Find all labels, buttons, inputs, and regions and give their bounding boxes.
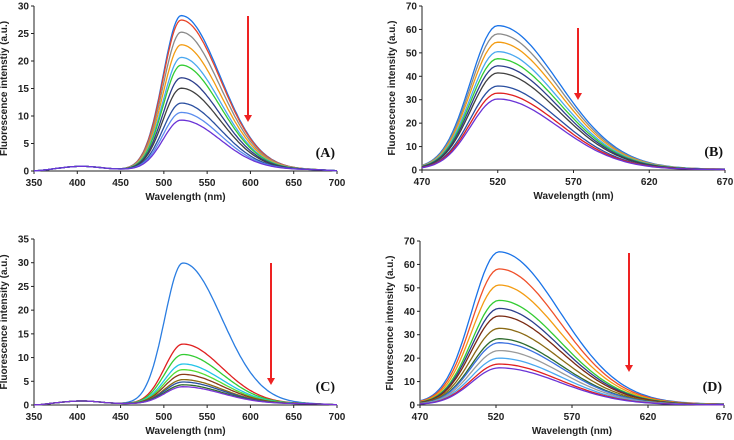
series-line-A-3 xyxy=(33,31,337,172)
y-tick-label: 0 xyxy=(23,401,29,412)
x-tick-label: 520 xyxy=(488,412,505,423)
y-axis-label: Fluorescence intenstiy (a.u.) xyxy=(0,21,10,156)
arrow-head-icon xyxy=(244,115,252,122)
y-tick-label: 0 xyxy=(23,167,29,178)
arrow-head-icon xyxy=(267,378,275,385)
series-line-A-1 xyxy=(33,14,337,172)
arrow-head-icon xyxy=(574,93,582,100)
y-tick-label: 25 xyxy=(18,282,30,293)
series-line-D-1 xyxy=(419,251,724,405)
y-tick-label: 20 xyxy=(18,306,30,317)
series-line-D-12 xyxy=(419,363,724,406)
panel-label: (A) xyxy=(316,146,336,161)
panel-label: (D) xyxy=(703,380,723,395)
x-tick-label: 450 xyxy=(112,178,129,189)
y-tick-label: 10 xyxy=(18,353,30,364)
x-tick-label: 600 xyxy=(242,178,259,189)
y-tick-label: 5 xyxy=(23,377,29,388)
x-axis-label: Wavelength (nm) xyxy=(145,192,225,203)
y-tick-label: 25 xyxy=(18,29,30,40)
y-tick-label: 10 xyxy=(404,377,416,388)
x-tick-label: 550 xyxy=(199,412,216,423)
x-tick-label: 550 xyxy=(199,178,216,189)
y-tick-label: 60 xyxy=(404,260,416,271)
x-tick-label: 350 xyxy=(26,178,43,189)
y-tick-label: 10 xyxy=(18,112,30,123)
y-tick-label: 0 xyxy=(409,401,415,412)
y-tick-label: 60 xyxy=(406,25,418,36)
x-axis-label: Wavelength (nm) xyxy=(145,426,225,437)
y-axis-label: Fluorescence intensity (a.u.) xyxy=(385,255,396,390)
x-axis-label: Wavelength (nm) xyxy=(532,426,612,437)
y-axis-label: Fluorescence intensity (a.u.) xyxy=(0,254,10,389)
series-line-A-5 xyxy=(33,56,338,172)
panel-label: (B) xyxy=(704,145,723,160)
x-tick-label: 500 xyxy=(156,178,173,189)
series-line-A-8 xyxy=(33,87,338,172)
y-tick-label: 50 xyxy=(406,48,418,59)
series-line-B-10 xyxy=(421,98,725,171)
x-tick-label: 500 xyxy=(156,412,173,423)
x-tick-label: 620 xyxy=(640,412,657,423)
x-tick-label: 570 xyxy=(564,412,581,423)
chart-panel-A: 0 5 10 15 20 25 30 350 400 450 500 550 600 650 700 Wave… xyxy=(0,2,346,204)
chart-panel-B: 0 10 20 30 40 50 60 70 470 520 570 620 670 Wavelength… xyxy=(387,2,734,203)
x-tick-label: 700 xyxy=(329,178,346,189)
x-tick-label: 520 xyxy=(489,177,506,188)
x-tick-label: 400 xyxy=(69,412,86,423)
series-line-C-10 xyxy=(34,386,337,406)
y-tick-label: 15 xyxy=(18,329,30,340)
y-tick-label: 0 xyxy=(411,166,417,177)
x-axis-label: Wavelength (nm) xyxy=(533,191,613,202)
series-line-C-6 xyxy=(34,373,337,406)
x-tick-label: 670 xyxy=(717,177,734,188)
y-tick-label: 30 xyxy=(406,95,418,106)
series-line-D-11 xyxy=(419,357,724,406)
x-tick-label: 650 xyxy=(285,412,302,423)
series-line-A-10 xyxy=(33,111,338,172)
series-line-D-13 xyxy=(419,367,724,406)
x-tick-label: 470 xyxy=(412,412,429,423)
x-tick-label: 620 xyxy=(641,177,658,188)
x-tick-label: 570 xyxy=(565,177,582,188)
panel-label: (C) xyxy=(316,380,336,395)
y-tick-label: 30 xyxy=(18,258,30,269)
x-tick-label: 400 xyxy=(69,178,86,189)
y-tick-label: 40 xyxy=(406,72,418,83)
series-line-C-1 xyxy=(34,262,338,406)
y-tick-label: 20 xyxy=(404,354,416,365)
chart-panel-C: 0 5 10 15 20 25 30 35 350 400 450 500 550 600 650 700 Wa… xyxy=(0,235,346,438)
x-tick-label: 700 xyxy=(329,412,346,423)
arrow-head-icon xyxy=(625,365,633,372)
series-line-A-4 xyxy=(33,44,338,172)
series-line-D-4 xyxy=(419,299,725,405)
y-tick-label: 30 xyxy=(18,2,30,13)
y-tick-label: 20 xyxy=(406,119,418,130)
chart-panel-D: 0 10 20 30 40 50 60 70 470 520 570 620 670 Wavelength… xyxy=(385,237,733,438)
x-tick-label: 450 xyxy=(112,412,129,423)
y-tick-label: 50 xyxy=(404,283,416,294)
series-line-C-9 xyxy=(34,384,337,406)
y-tick-label: 40 xyxy=(404,307,416,318)
x-tick-label: 670 xyxy=(716,412,733,423)
series-line-A-6 xyxy=(33,64,338,172)
series-line-A-7 xyxy=(33,77,338,172)
y-tick-label: 10 xyxy=(406,142,418,153)
x-tick-label: 350 xyxy=(26,412,43,423)
y-tick-label: 70 xyxy=(404,237,416,248)
y-axis-label: Fluorescence intensity (a.u.) xyxy=(387,20,398,155)
y-tick-label: 15 xyxy=(18,84,30,95)
x-tick-label: 600 xyxy=(242,412,259,423)
y-tick-label: 20 xyxy=(18,57,30,68)
x-tick-label: 470 xyxy=(414,177,431,188)
y-tick-label: 70 xyxy=(406,2,418,13)
y-tick-label: 5 xyxy=(23,139,29,150)
series-line-D-2 xyxy=(419,268,724,405)
series-line-A-11 xyxy=(33,119,338,172)
y-tick-label: 35 xyxy=(18,235,30,246)
series-line-A-2 xyxy=(33,19,337,172)
y-tick-label: 30 xyxy=(404,330,416,341)
x-tick-label: 650 xyxy=(285,178,302,189)
